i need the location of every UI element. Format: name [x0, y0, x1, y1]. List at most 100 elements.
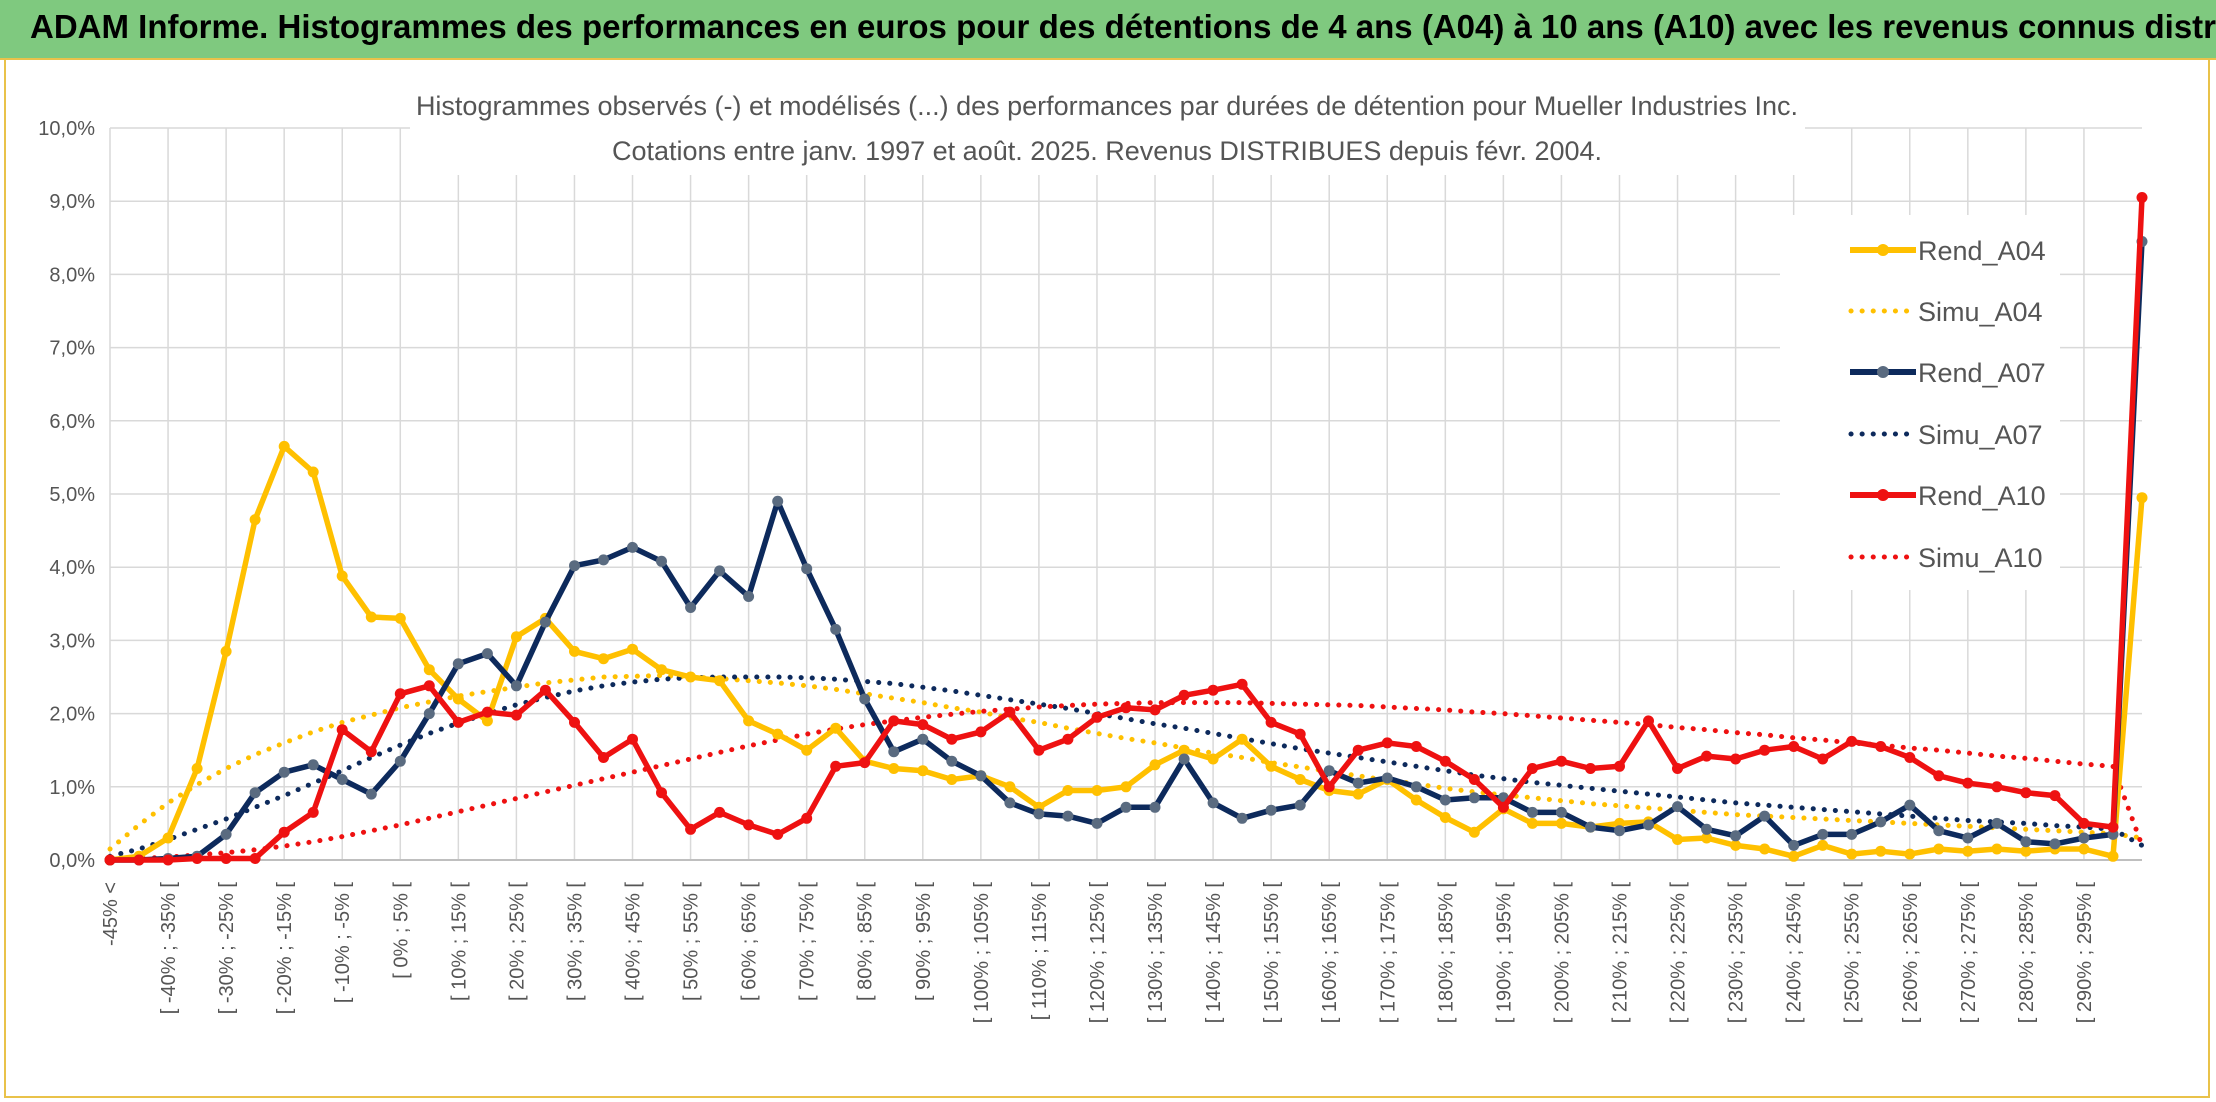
data-point: [2136, 192, 2148, 203]
data-point: [801, 812, 813, 824]
y-tick-label: 10,0%: [38, 118, 95, 140]
x-tick-label: [ 50% ; 55% [: [681, 882, 703, 1001]
data-point: [539, 616, 551, 628]
x-tick-label: [ 220% ; 225% [: [1668, 882, 1690, 1024]
data-point: [1933, 770, 1945, 782]
data-point: [975, 770, 987, 782]
x-tick-label: [ 240% ; 245% [: [1784, 882, 1806, 1024]
data-point: [888, 746, 900, 758]
x-tick-label: [ 130% ; 135% [: [1145, 882, 1167, 1024]
data-point: [1120, 702, 1132, 714]
y-tick-label: 8,0%: [49, 264, 95, 286]
data-point: [220, 645, 232, 657]
data-point: [1207, 684, 1219, 696]
data-point: [1410, 781, 1422, 793]
y-axis-ticks: 0,0% 1,0% 2,0% 3,0% 4,0% 5,0% 6,0% 7,0% 8,0% 9,0%…: [38, 118, 95, 872]
legend-label: Simu_A07: [1918, 420, 2043, 450]
data-point: [569, 560, 580, 572]
series-Rend_A07: [104, 236, 2148, 866]
data-point: [1323, 765, 1335, 777]
data-point: [104, 854, 116, 866]
subtitle-background: [410, 83, 1805, 175]
data-point: [1091, 711, 1103, 723]
data-point: [1381, 737, 1393, 749]
data-point: [162, 854, 174, 866]
data-point: [1091, 785, 1103, 796]
data-point: [1178, 689, 1190, 701]
x-tick-label: [ 180% ; 185% [: [1435, 882, 1457, 1024]
data-point: [1526, 817, 1538, 829]
x-tick-label: [ 160% ; 165% [: [1319, 882, 1341, 1024]
data-point: [1149, 759, 1161, 771]
data-point: [656, 664, 667, 676]
data-point: [1730, 839, 1742, 851]
data-point: [714, 806, 726, 818]
data-point: [2078, 832, 2090, 844]
data-point: [917, 719, 929, 731]
data-point: [917, 733, 929, 745]
data-point: [1207, 753, 1219, 765]
data-point: [394, 688, 406, 700]
data-point: [1614, 825, 1625, 837]
data-point: [1788, 850, 1800, 862]
data-point: [220, 853, 232, 864]
data-point: [162, 832, 174, 844]
data-point: [336, 724, 348, 736]
data-point: [1265, 716, 1277, 728]
data-point: [2020, 787, 2032, 799]
data-point: [946, 733, 958, 745]
data-point: [1004, 797, 1016, 809]
y-tick-label: 3,0%: [49, 630, 95, 652]
data-point: [2078, 817, 2090, 829]
data-point: [859, 757, 871, 769]
data-point: [1962, 845, 1974, 857]
x-tick-label: [ 280% ; 285% [: [2016, 882, 2038, 1024]
series-line: [107, 674, 2145, 859]
x-tick-label: [ 140% ; 145% [: [1203, 882, 1225, 1024]
data-point: [1875, 845, 1887, 857]
data-point: [1933, 825, 1945, 837]
data-point: [539, 684, 551, 696]
data-point: [1439, 812, 1451, 823]
data-point: [1991, 843, 2003, 855]
data-point: [888, 763, 900, 774]
data-point: [1555, 755, 1567, 767]
x-tick-label: [ 90% ; 95% [: [913, 882, 935, 1001]
data-point: [1904, 752, 1916, 763]
data-point: [714, 675, 726, 687]
data-point: [1149, 704, 1161, 716]
data-point: [656, 787, 667, 799]
x-tick-label: [ 250% ; 255% [: [1842, 882, 1864, 1024]
legend-background: [1780, 215, 2060, 590]
data-point: [2020, 836, 2032, 848]
y-tick-label: 1,0%: [49, 777, 95, 799]
data-point: [1817, 753, 1829, 765]
data-point: [1730, 753, 1742, 765]
data-point: [510, 680, 522, 692]
x-tick-label: [ 170% ; 175% [: [1377, 882, 1399, 1024]
data-point: [1614, 760, 1625, 772]
data-point: [685, 602, 697, 613]
data-point: [1236, 733, 1248, 745]
data-point: [336, 570, 348, 582]
data-point: [2020, 845, 2032, 857]
y-tick-label: 6,0%: [49, 411, 95, 433]
data-point: [627, 733, 638, 745]
data-point: [656, 555, 667, 567]
legend-item: Rend_A07: [1850, 358, 2046, 388]
series-Simu_A04: [107, 672, 2145, 852]
data-point: [1904, 799, 1916, 811]
data-point: [1846, 828, 1858, 840]
data-point: [1178, 753, 1190, 765]
x-tick-label: [ 190% ; 195% [: [1493, 882, 1515, 1024]
data-point: [1294, 799, 1306, 811]
data-point: [307, 806, 319, 818]
data-point: [1962, 777, 1974, 789]
x-tick-label: [ -20% ; -15% [: [274, 882, 296, 1015]
legend-item: Rend_A04: [1850, 236, 2046, 266]
data-point: [1759, 843, 1771, 855]
data-point: [743, 591, 755, 602]
data-point: [598, 554, 609, 566]
data-point: [278, 766, 290, 778]
